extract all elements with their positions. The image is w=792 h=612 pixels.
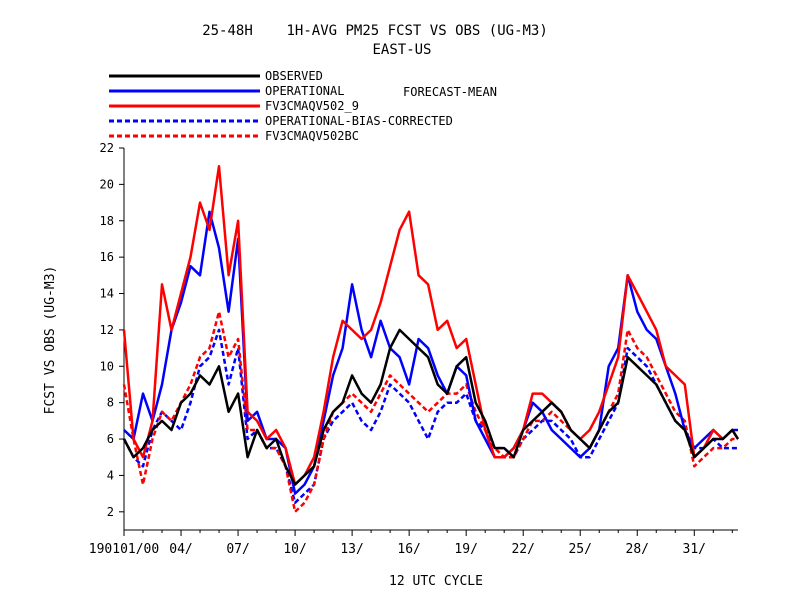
x-tick-label: 22/ bbox=[511, 542, 534, 557]
x-tick-label: 19/ bbox=[454, 542, 477, 557]
y-axis-label: FCST VS OBS (UG-M3) bbox=[43, 266, 58, 415]
x-tick-label: 31/ bbox=[683, 542, 706, 557]
y-axis: 2 4 6 8 10 12 14 16 18 20 22 bbox=[100, 141, 124, 519]
series-line-observed bbox=[122, 328, 740, 486]
series-lines bbox=[122, 164, 740, 514]
y-tick-label: 18 bbox=[100, 214, 114, 228]
series-line-fv3cmaqv502_9 bbox=[122, 164, 740, 486]
legend-label: FV3CMAQV502BC bbox=[265, 129, 359, 143]
legend-note: FORECAST-MEAN bbox=[403, 85, 497, 99]
legend-label: OPERATIONAL-BIAS-CORRECTED bbox=[265, 114, 453, 128]
series-line-fv3cmaqv502bc bbox=[122, 310, 738, 514]
series-line-operational-bias-corrected bbox=[122, 328, 738, 504]
y-tick-label: 12 bbox=[100, 323, 114, 337]
x-tick-label: 13/ bbox=[340, 542, 363, 557]
x-tick-label: 190101/00 bbox=[89, 542, 159, 557]
x-tick-label: 25/ bbox=[568, 542, 591, 557]
x-tick-label: 04/ bbox=[169, 542, 192, 557]
x-tick-label: 28/ bbox=[626, 542, 649, 557]
y-tick-label: 22 bbox=[100, 141, 114, 155]
y-tick-label: 16 bbox=[100, 250, 114, 264]
x-tick-label: 10/ bbox=[283, 542, 306, 557]
legend-label: FV3CMAQV502_9 bbox=[265, 99, 359, 113]
x-axis-label: 12 UTC CYCLE bbox=[389, 574, 483, 589]
y-tick-label: 4 bbox=[107, 468, 114, 482]
y-tick-label: 14 bbox=[100, 287, 114, 301]
legend: OBSERVEDOPERATIONALFV3CMAQV502_9OPERATIO… bbox=[109, 69, 453, 143]
x-axis: 190101/00 04/07/10/13/16/19/22/25/28/31/ bbox=[89, 530, 733, 557]
y-tick-label: 8 bbox=[107, 396, 114, 410]
y-tick-label: 2 bbox=[107, 505, 114, 519]
x-tick-label: 16/ bbox=[397, 542, 420, 557]
y-tick-label: 20 bbox=[100, 177, 114, 191]
chart-subtitle: EAST-US bbox=[372, 42, 431, 58]
series-line-operational bbox=[123, 210, 738, 495]
chart-title: 25-48H 1H-AVG PM25 FCST VS OBS (UG-M3) bbox=[202, 23, 548, 39]
y-tick-label: 6 bbox=[107, 432, 114, 446]
y-tick-label: 10 bbox=[100, 359, 114, 373]
legend-label: OBSERVED bbox=[265, 69, 323, 83]
x-tick-label: 07/ bbox=[226, 542, 249, 557]
legend-label: OPERATIONAL bbox=[265, 84, 344, 98]
